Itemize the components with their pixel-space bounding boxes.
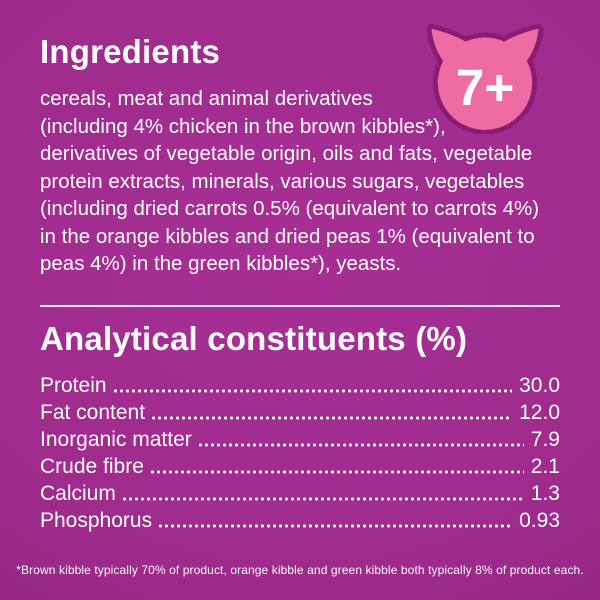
ingredients-line: derivatives of vegetable origin, oils an… — [40, 142, 533, 166]
row-value: 1.3 — [530, 482, 560, 506]
ingredients-line: (including dried carrots 0.5% (equivalen… — [40, 197, 540, 221]
cat-head-icon: 7+ — [426, 23, 544, 134]
row-label: Crude fibre — [40, 455, 144, 479]
ingredients-line: in the orange kibbles and dried peas 1% … — [40, 224, 535, 248]
row-value: 7.9 — [530, 428, 560, 452]
dot-leader — [198, 443, 524, 448]
ingredients-line: peas 4%) in the green kibbles*), yeasts. — [40, 252, 402, 276]
row-value: 2.1 — [530, 455, 560, 479]
row-value: 12.0 — [519, 401, 560, 425]
ingredients-line: (including 4% chicken in the brown kibbl… — [40, 114, 446, 138]
dot-leader — [150, 470, 524, 475]
ingredients-line: cereals, meat and animal derivatives — [40, 87, 373, 111]
row-label: Calcium — [40, 482, 116, 506]
table-row: Inorganic matter 7.9 — [40, 426, 560, 453]
row-value: 30.0 — [519, 374, 560, 398]
table-row: Protein 30.0 — [40, 372, 560, 399]
row-label: Phosphorus — [40, 509, 153, 533]
kibble-footnote: *Brown kibble typically 70% of product, … — [16, 563, 584, 577]
section-divider — [40, 304, 560, 307]
analytical-table: Protein 30.0 Fat content 12.0 Inorganic … — [40, 372, 560, 534]
table-row: Fat content 12.0 — [40, 399, 560, 426]
age-badge-label: 7+ — [456, 58, 515, 116]
ingredients-text: cereals, meat and animal derivatives (in… — [40, 85, 560, 278]
row-label: Fat content — [40, 401, 146, 425]
row-value: 0.93 — [519, 509, 560, 533]
table-row: Phosphorus 0.93 — [40, 507, 560, 534]
ingredients-line: protein extracts, minerals, various suga… — [40, 169, 525, 193]
dot-leader — [159, 524, 513, 529]
table-row: Crude fibre 2.1 — [40, 453, 560, 480]
dot-leader — [152, 416, 513, 421]
ingredients-title: Ingredients — [40, 33, 221, 70]
dot-leader — [113, 389, 513, 394]
cat-age-badge: 7+ — [410, 22, 560, 134]
analytical-title: Analytical constituents (%) — [40, 319, 468, 357]
row-label: Protein — [40, 374, 107, 398]
row-label: Inorganic matter — [40, 428, 192, 452]
dot-leader — [122, 497, 524, 502]
table-row: Calcium 1.3 — [40, 480, 560, 507]
